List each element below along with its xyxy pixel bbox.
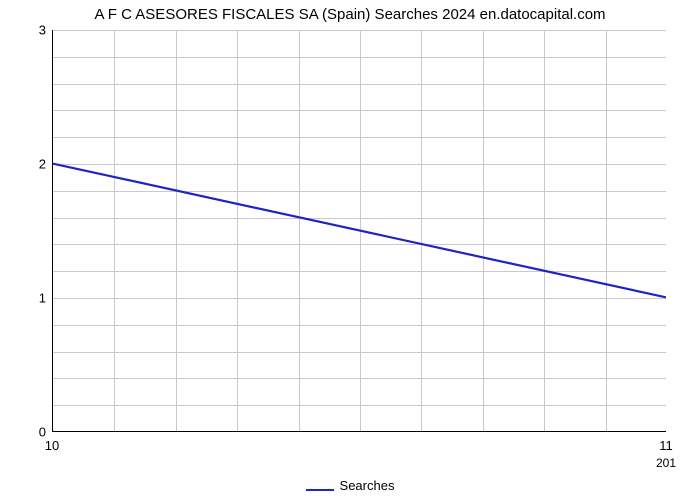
y-tick-label: 3 xyxy=(6,23,46,38)
x-sub-label: 201 xyxy=(656,456,676,470)
series-line xyxy=(53,30,666,431)
legend-label: Searches xyxy=(340,478,395,493)
x-tick-label: 11 xyxy=(659,438,673,453)
y-tick-label: 0 xyxy=(6,425,46,440)
plot-area xyxy=(52,30,666,432)
plot-inner xyxy=(53,30,666,431)
legend-swatch xyxy=(306,479,334,494)
y-tick-label: 1 xyxy=(6,291,46,306)
chart-title: A F C ASESORES FISCALES SA (Spain) Searc… xyxy=(0,6,700,23)
legend-line-icon xyxy=(306,489,334,491)
x-tick-label: 10 xyxy=(45,438,59,453)
y-tick-label: 2 xyxy=(6,157,46,172)
chart-container: A F C ASESORES FISCALES SA (Spain) Searc… xyxy=(0,0,700,500)
legend: Searches xyxy=(0,478,700,494)
